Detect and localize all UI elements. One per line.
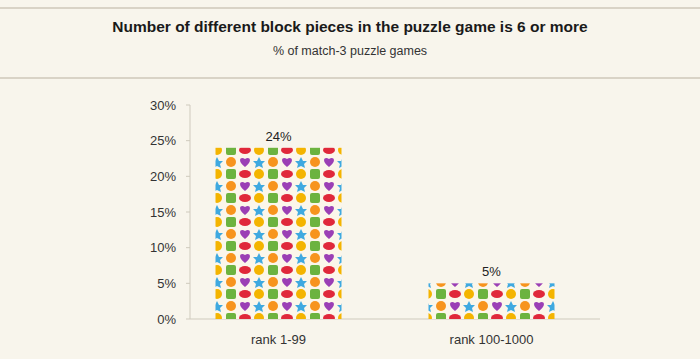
- y-tick: [186, 176, 190, 177]
- subtitle: % of match-3 puzzle games: [273, 44, 427, 58]
- y-tick: [186, 319, 190, 320]
- y-tick-label: 5%: [157, 276, 176, 291]
- bars: [216, 148, 555, 319]
- bar: [216, 148, 342, 319]
- bar: [429, 283, 555, 319]
- header-rule: [0, 77, 700, 78]
- y-tick-label: 15%: [150, 205, 176, 220]
- x-tick-label: rank 100-1000: [450, 332, 534, 347]
- y-tick: [186, 140, 190, 141]
- y-tick-label: 25%: [150, 133, 176, 148]
- y-tick-label: 0%: [157, 312, 176, 327]
- title: Number of different block pieces in the …: [112, 18, 588, 35]
- background: [0, 0, 700, 359]
- y-tick: [186, 212, 190, 213]
- data-label: 5%: [482, 264, 501, 279]
- y-tick: [186, 283, 190, 284]
- chart: Number of different block pieces in the …: [0, 0, 700, 359]
- y-tick-label: 10%: [150, 240, 176, 255]
- y-tick-label: 20%: [150, 169, 176, 184]
- y-tick: [186, 247, 190, 248]
- y-tick: [186, 105, 190, 106]
- top-rule: [0, 7, 700, 8]
- data-label: 24%: [265, 129, 291, 144]
- y-tick-label: 30%: [150, 98, 176, 113]
- x-tick-label: rank 1-99: [251, 332, 306, 347]
